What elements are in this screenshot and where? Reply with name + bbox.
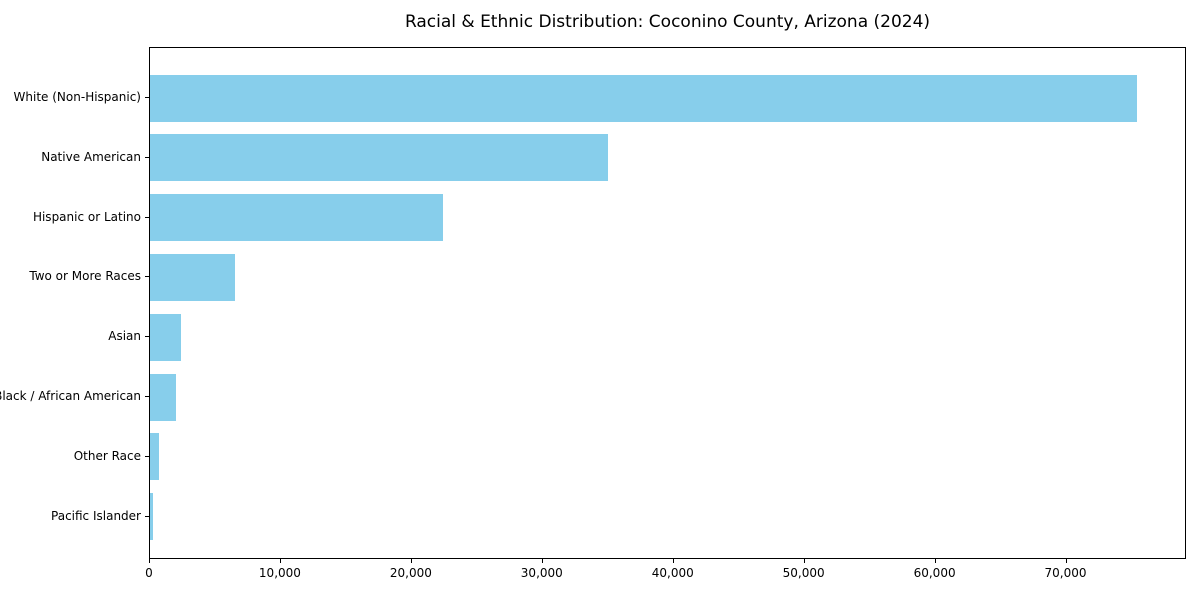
y-tick-mark xyxy=(145,455,149,457)
chart-title: Racial & Ethnic Distribution: Coconino C… xyxy=(404,12,931,32)
x-tick-mark xyxy=(541,559,543,563)
x-tick-mark xyxy=(934,559,936,563)
y-tick-label: Other Race xyxy=(73,448,141,463)
x-tick-mark xyxy=(279,559,281,563)
y-tick-label: Two or More Races xyxy=(29,269,141,284)
x-tick-label: 70,000 xyxy=(1044,566,1087,580)
y-tick-mark xyxy=(145,216,149,218)
x-tick-label: 60,000 xyxy=(913,566,956,580)
y-tick-label: Pacific Islander xyxy=(51,508,141,523)
y-tick-label: Asian xyxy=(108,329,141,344)
y-tick-mark xyxy=(145,396,149,397)
x-tick-mark xyxy=(803,559,805,563)
y-tick-label: Hispanic or Latino xyxy=(32,209,141,224)
y-tick-mark xyxy=(145,336,149,338)
x-tick-label: 20,000 xyxy=(389,566,432,580)
plot-area xyxy=(149,47,1186,559)
bar xyxy=(150,253,236,301)
x-tick-label: 40,000 xyxy=(651,566,694,580)
y-tick-label: Black / African American xyxy=(0,389,141,403)
x-tick-label: 10,000 xyxy=(258,566,301,580)
x-tick-label: 0 xyxy=(145,566,153,580)
x-tick-mark xyxy=(410,559,412,563)
y-tick-mark xyxy=(145,156,149,158)
bar xyxy=(150,134,609,182)
bar xyxy=(150,194,444,242)
y-tick-label: White (Non-Hispanic) xyxy=(13,90,141,104)
y-tick-mark xyxy=(145,276,149,278)
y-tick-mark xyxy=(145,515,149,517)
y-tick-mark xyxy=(145,97,149,98)
x-tick-label: 50,000 xyxy=(782,566,825,580)
x-tick-label: 30,000 xyxy=(520,566,563,580)
x-tick-mark xyxy=(149,559,150,563)
bar xyxy=(150,74,1138,122)
bar xyxy=(150,433,159,481)
bar xyxy=(150,313,182,361)
x-tick-mark xyxy=(1065,559,1067,563)
bar xyxy=(150,493,153,541)
x-tick-mark xyxy=(672,559,674,563)
y-tick-label: Native American xyxy=(41,149,141,164)
bar xyxy=(150,373,177,421)
